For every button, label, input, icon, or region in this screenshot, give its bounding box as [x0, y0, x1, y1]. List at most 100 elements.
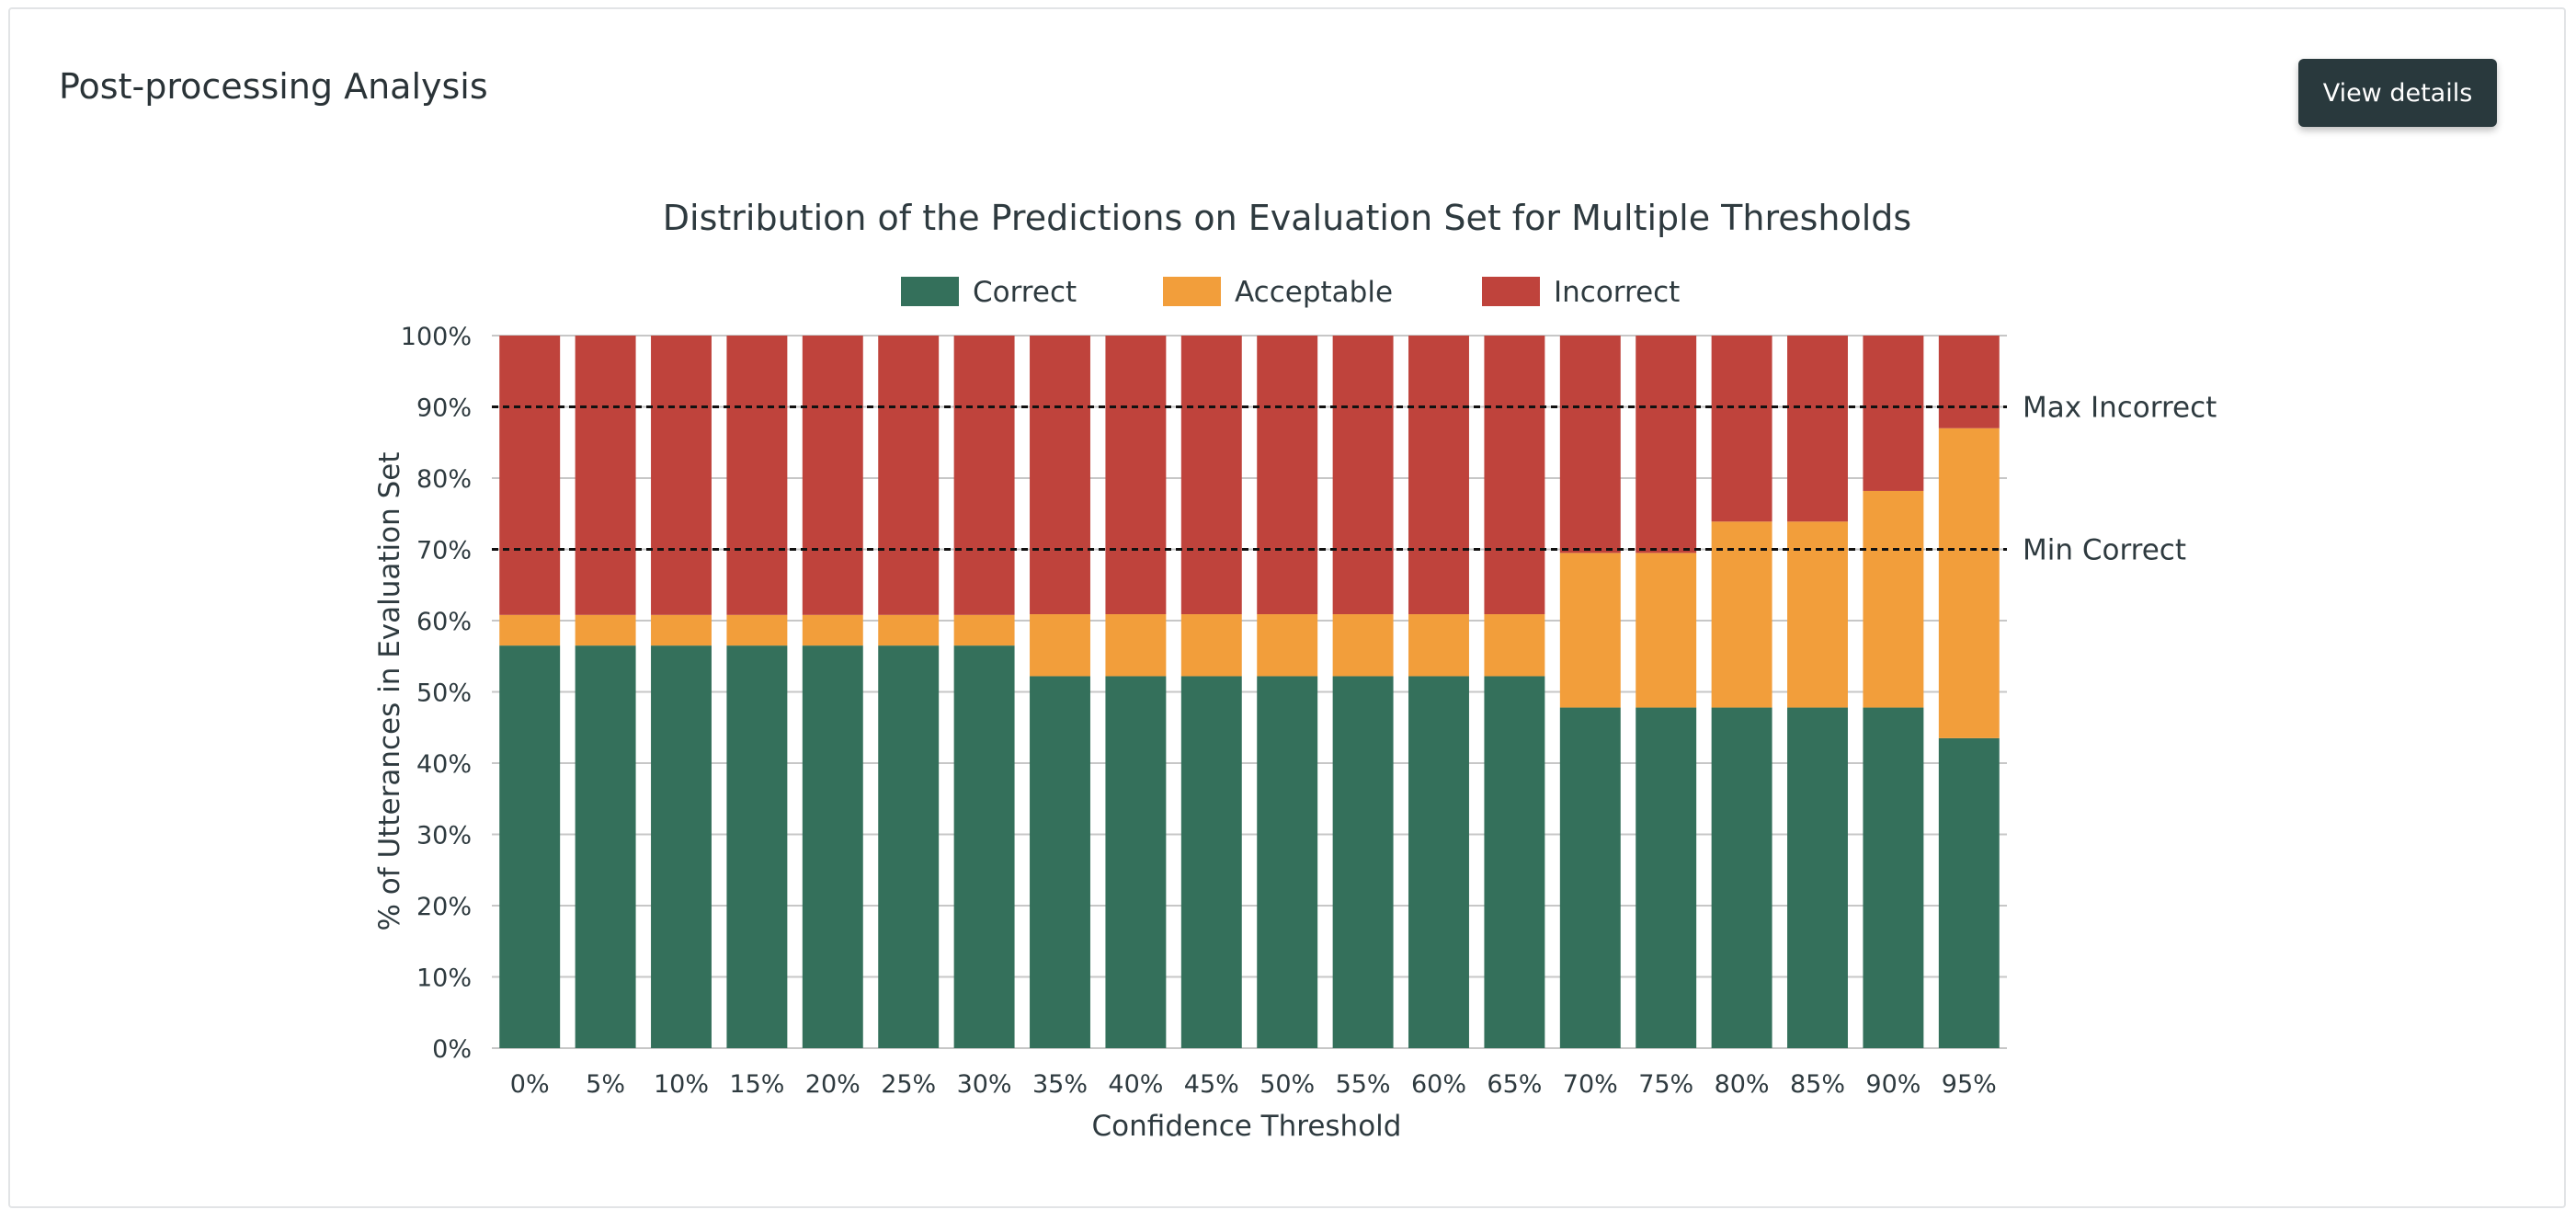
x-axis-ticks: 0% 5% 10% 15% 20% 25% 30% 35% 40% 45% 50% 55% 60% 65%… [510, 1070, 1997, 1099]
bar-incorrect-6 [953, 336, 1015, 615]
bar-acceptable-13 [1484, 614, 1545, 677]
bar-correct-6 [953, 645, 1015, 1048]
bar-incorrect-8 [1105, 336, 1167, 615]
reference-line-label: Min Correct [2023, 534, 2186, 567]
bar-acceptable-11 [1332, 614, 1394, 677]
bar-incorrect-14 [1559, 336, 1621, 553]
bar-incorrect-11 [1332, 336, 1394, 615]
bar-acceptable-6 [953, 614, 1015, 646]
bar-correct-7 [1030, 676, 1090, 1048]
bar-correct-0 [499, 645, 561, 1048]
bar-correct-18 [1863, 707, 1924, 1048]
y-axis-label: % of Utterances in Evaluation Set [373, 451, 406, 930]
y-tick-label: 70% [416, 537, 472, 565]
x-tick-label: 70% [1563, 1070, 1618, 1099]
y-tick-label: 100% [401, 323, 472, 351]
bar-correct-19 [1938, 737, 2000, 1048]
bar-correct-9 [1180, 676, 1242, 1048]
chart-title: Distribution of the Predictions on Evalu… [663, 198, 1911, 238]
y-tick-label: 90% [416, 394, 472, 423]
legend-label: Incorrect [1554, 276, 1680, 309]
x-tick-label: 0% [510, 1070, 550, 1099]
x-tick-label: 40% [1108, 1070, 1163, 1099]
bar-correct-3 [726, 645, 788, 1048]
x-tick-label: 90% [1865, 1070, 1921, 1099]
bar-correct-2 [651, 645, 712, 1048]
bar-correct-11 [1332, 676, 1394, 1048]
bar-acceptable-9 [1180, 614, 1242, 677]
x-tick-label: 85% [1790, 1070, 1845, 1099]
bar-incorrect-16 [1711, 336, 1772, 522]
bar-acceptable-15 [1636, 553, 1697, 708]
bar-acceptable-5 [878, 614, 940, 646]
bar-incorrect-3 [726, 336, 788, 615]
x-tick-label: 20% [805, 1070, 861, 1099]
legend-label: Acceptable [1235, 276, 1393, 309]
legend-swatch [1163, 277, 1221, 306]
x-tick-label: 15% [729, 1070, 784, 1099]
x-tick-label: 55% [1336, 1070, 1391, 1099]
y-axis-ticks: 0% 10% 20% 30% 40% 50% 60% 70% 80% 90% 100% [401, 323, 472, 1064]
bar-acceptable-1 [575, 614, 636, 646]
bar-incorrect-12 [1408, 336, 1469, 615]
bar-correct-14 [1559, 707, 1621, 1048]
bar-acceptable-17 [1787, 521, 1848, 708]
bar-acceptable-3 [726, 614, 788, 646]
x-tick-label: 30% [957, 1070, 1012, 1099]
bar-acceptable-8 [1105, 614, 1167, 677]
legend-label: Correct [973, 276, 1077, 309]
bar-correct-17 [1787, 707, 1848, 1048]
y-tick-label: 60% [416, 608, 472, 636]
bar-incorrect-10 [1257, 336, 1318, 615]
bar-incorrect-17 [1787, 336, 1848, 522]
bar-correct-10 [1257, 676, 1318, 1048]
bar-incorrect-5 [878, 336, 940, 615]
page-title: Post-processing Analysis [59, 66, 488, 107]
bar-correct-1 [575, 645, 636, 1048]
bar-incorrect-0 [499, 336, 561, 615]
bar-correct-4 [802, 645, 863, 1048]
x-tick-label: 5% [586, 1070, 625, 1099]
x-tick-label: 45% [1184, 1070, 1239, 1099]
x-axis-label: Confidence Threshold [1092, 1110, 1402, 1143]
x-tick-label: 10% [654, 1070, 709, 1099]
bar-correct-8 [1105, 676, 1167, 1048]
y-tick-label: 80% [416, 465, 472, 494]
bar-correct-15 [1636, 707, 1697, 1048]
bar-incorrect-2 [651, 336, 712, 615]
y-tick-label: 10% [416, 964, 472, 993]
legend-swatch [1482, 277, 1540, 306]
bar-correct-12 [1408, 676, 1469, 1048]
x-tick-label: 65% [1487, 1070, 1542, 1099]
bar-acceptable-0 [499, 614, 561, 646]
view-details-button[interactable]: View details [2298, 59, 2497, 127]
bar-incorrect-4 [802, 336, 863, 615]
y-tick-label: 50% [416, 679, 472, 708]
chart-legend: Correct Acceptable Incorrect [901, 276, 1680, 309]
bar-acceptable-10 [1257, 614, 1318, 677]
bar-incorrect-7 [1030, 336, 1090, 615]
x-tick-label: 95% [1942, 1070, 1997, 1099]
bar-incorrect-13 [1484, 336, 1545, 615]
x-tick-label: 80% [1715, 1070, 1770, 1099]
y-tick-label: 20% [416, 893, 472, 921]
bar-incorrect-1 [575, 336, 636, 615]
bar-correct-13 [1484, 676, 1545, 1048]
y-tick-label: 40% [416, 750, 472, 779]
bar-acceptable-12 [1408, 614, 1469, 677]
x-tick-label: 50% [1260, 1070, 1315, 1099]
bar-acceptable-19 [1938, 428, 2000, 738]
chart-bars [499, 336, 2000, 1048]
x-tick-label: 35% [1032, 1070, 1088, 1099]
bar-acceptable-7 [1030, 614, 1090, 677]
y-tick-label: 0% [432, 1035, 472, 1064]
y-tick-label: 30% [416, 822, 472, 850]
x-tick-label: 75% [1638, 1070, 1693, 1099]
x-tick-label: 25% [881, 1070, 936, 1099]
chart-reference-lines: Max Incorrect Min Correct [492, 392, 2217, 567]
bar-acceptable-14 [1559, 553, 1621, 708]
bar-incorrect-15 [1636, 336, 1697, 553]
chart-gridlines [492, 335, 2007, 1049]
bar-correct-5 [878, 645, 940, 1048]
bar-incorrect-9 [1180, 336, 1242, 615]
